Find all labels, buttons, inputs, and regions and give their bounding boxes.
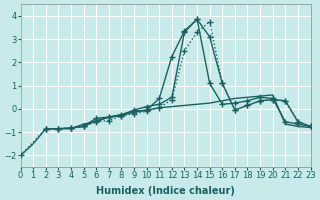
X-axis label: Humidex (Indice chaleur): Humidex (Indice chaleur) [96, 186, 235, 196]
